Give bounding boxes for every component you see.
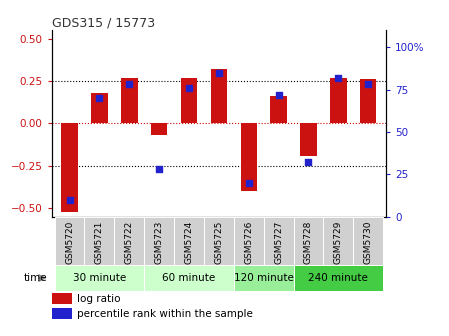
Bar [55, 217, 84, 265]
Point [245, 180, 252, 185]
Bar [181, 78, 197, 124]
Bar [294, 265, 383, 291]
Text: GDS315 / 15773: GDS315 / 15773 [52, 16, 155, 29]
Bar [353, 217, 383, 265]
Text: GSM5721: GSM5721 [95, 220, 104, 264]
Point [66, 197, 73, 203]
Bar [62, 124, 78, 212]
Point [215, 70, 222, 75]
Text: GSM5728: GSM5728 [304, 220, 313, 264]
Bar [204, 217, 234, 265]
Bar [330, 78, 347, 124]
Text: 120 minute: 120 minute [234, 273, 294, 283]
Bar [55, 265, 144, 291]
Bar [91, 93, 108, 124]
Point [365, 82, 372, 87]
Text: GSM5722: GSM5722 [125, 220, 134, 264]
Bar [52, 308, 72, 319]
Text: 240 minute: 240 minute [308, 273, 368, 283]
Text: percentile rank within the sample: percentile rank within the sample [77, 309, 253, 319]
Bar [52, 293, 72, 304]
Point [305, 160, 312, 165]
Bar [323, 217, 353, 265]
Bar [264, 217, 294, 265]
Text: GSM5723: GSM5723 [154, 220, 163, 264]
Bar [151, 124, 167, 135]
Bar [174, 217, 204, 265]
Bar [300, 124, 317, 156]
Bar [241, 124, 257, 191]
Text: time: time [23, 273, 47, 283]
Bar [211, 69, 227, 124]
Bar [234, 265, 294, 291]
Text: GSM5725: GSM5725 [214, 220, 224, 264]
Bar [121, 78, 137, 124]
Text: GSM5729: GSM5729 [334, 220, 343, 264]
Text: GSM5730: GSM5730 [364, 220, 373, 264]
Text: GSM5726: GSM5726 [244, 220, 253, 264]
Point [275, 92, 282, 97]
Point [96, 95, 103, 101]
Point [335, 75, 342, 80]
Bar [114, 217, 144, 265]
Text: 30 minute: 30 minute [73, 273, 126, 283]
Bar [360, 79, 376, 124]
Text: GSM5724: GSM5724 [185, 220, 194, 264]
Bar [144, 217, 174, 265]
Text: 60 minute: 60 minute [163, 273, 216, 283]
Point [155, 167, 163, 172]
Bar [294, 217, 323, 265]
Bar [234, 217, 264, 265]
Point [126, 82, 133, 87]
Bar [144, 265, 234, 291]
Text: log ratio: log ratio [77, 294, 120, 303]
Text: GSM5727: GSM5727 [274, 220, 283, 264]
Bar [270, 96, 287, 124]
Text: GSM5720: GSM5720 [65, 220, 74, 264]
Point [185, 85, 193, 91]
Bar [84, 217, 114, 265]
